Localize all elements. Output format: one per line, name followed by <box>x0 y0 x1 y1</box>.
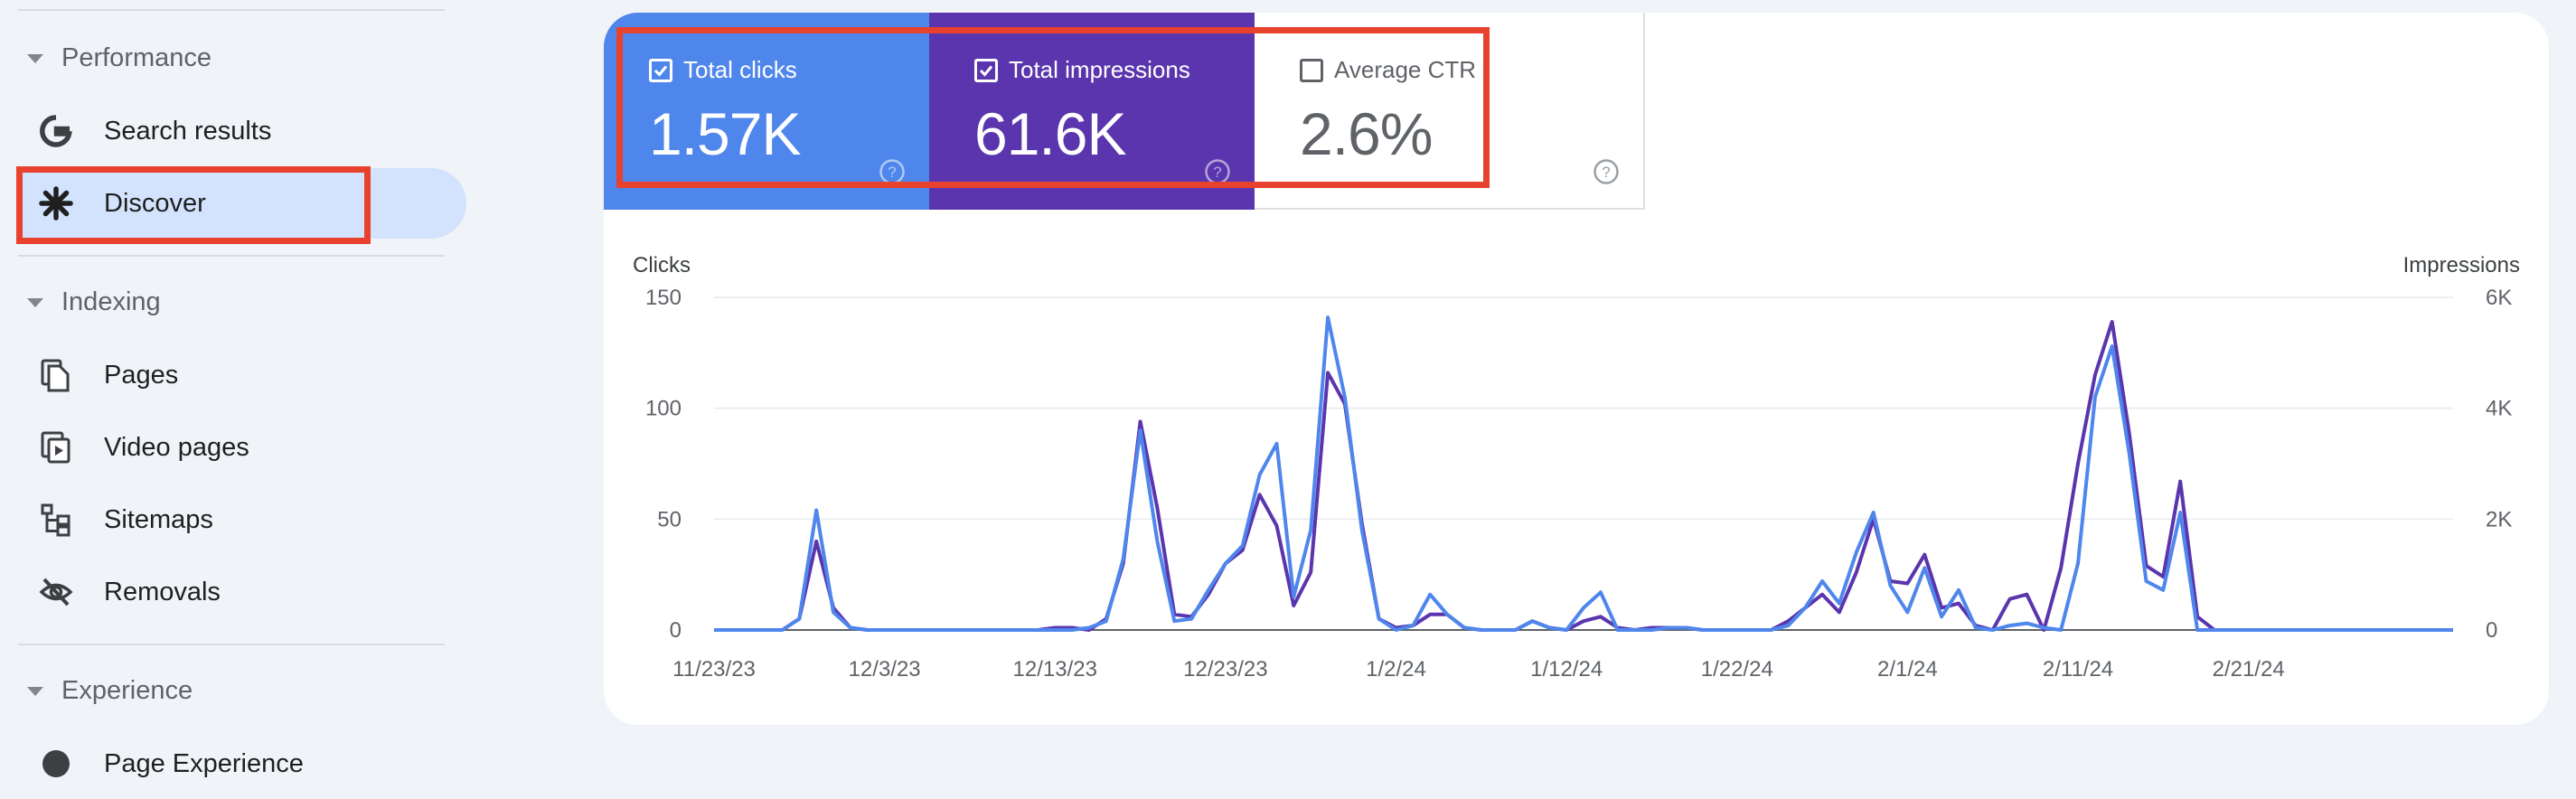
caret-down-icon <box>27 686 43 696</box>
y-tick-right: 4K <box>2486 397 2512 421</box>
sidebar-item-label: Discover <box>104 188 206 218</box>
sidebar-item-label: Pages <box>104 360 179 390</box>
caret-down-icon <box>27 297 43 307</box>
sidebar-item-search-results[interactable]: Search results <box>18 96 466 166</box>
sidebar-item-label: Removals <box>104 577 221 606</box>
sidebar-item-label: Sitemaps <box>104 504 213 534</box>
divider <box>18 9 445 11</box>
sidebar-item-label: Page Experience <box>104 748 304 778</box>
asterisk-icon <box>38 185 74 221</box>
x-tick: 12/23/23 <box>1183 657 1267 682</box>
metric-header: Total impressions <box>974 56 1190 84</box>
sidebar-item-label: Video pages <box>104 432 249 462</box>
performance-card: Total clicks 1.57K ? Total impressions 6… <box>604 13 2549 725</box>
metric-value: 1.57K <box>649 100 801 167</box>
x-tick: 12/3/23 <box>849 657 921 682</box>
sidebar-item-pages[interactable]: Pages <box>18 340 466 410</box>
svg-text:?: ? <box>1602 164 1610 181</box>
section-experience[interactable]: Experience <box>27 676 193 706</box>
metric-label: Total clicks <box>683 56 797 83</box>
y-tick-left: 0 <box>670 618 682 643</box>
sidebar-item-discover[interactable]: Discover <box>18 168 466 239</box>
metric-label: Average CTR <box>1334 56 1477 83</box>
svg-text:?: ? <box>888 164 896 181</box>
caret-down-icon <box>27 53 43 63</box>
eye-off-icon <box>38 574 74 610</box>
section-performance-label: Performance <box>61 43 212 72</box>
x-tick: 1/2/24 <box>1366 657 1426 682</box>
x-tick: 12/13/23 <box>1013 657 1097 682</box>
sidebar-item-video-pages[interactable]: Video pages <box>18 412 466 483</box>
tile-border <box>1255 208 1643 210</box>
metric-header: Total clicks <box>649 56 797 84</box>
metric-tile-total-impressions[interactable]: Total impressions 61.6K ? <box>929 13 1255 210</box>
y-tick-left: 100 <box>645 397 682 421</box>
checkbox-checked-icon[interactable] <box>974 58 998 82</box>
google-g-icon <box>38 113 74 149</box>
sitemap-icon <box>38 502 74 538</box>
section-experience-label: Experience <box>61 676 193 705</box>
section-indexing[interactable]: Indexing <box>27 287 161 317</box>
metric-header: Average CTR <box>1300 56 1476 84</box>
y-tick-right: 2K <box>2486 507 2512 531</box>
divider <box>18 255 445 257</box>
svg-text:?: ? <box>1213 164 1221 181</box>
metric-value: 61.6K <box>974 100 1126 167</box>
tile-border <box>1643 13 1645 210</box>
metric-tile-average-ctr[interactable]: Average CTR 2.6% ? <box>1255 13 1643 210</box>
series-line-clicks <box>714 315 2453 632</box>
x-tick: 1/12/24 <box>1530 657 1603 682</box>
performance-chart: 150 6K 100 4K 50 2K 0 0 11/23/23 12/3/23 12/13/23 1… <box>645 286 2512 682</box>
sidebar-item-sitemaps[interactable]: Sitemaps <box>18 484 466 555</box>
info-icon <box>38 746 74 782</box>
metric-label: Total impressions <box>1009 56 1190 83</box>
metric-value: 2.6% <box>1300 100 1433 167</box>
x-tick: 11/23/23 <box>672 657 756 682</box>
checkbox-checked-icon[interactable] <box>649 58 672 82</box>
x-tick: 2/1/24 <box>1877 657 1938 682</box>
y-tick-left: 150 <box>645 286 682 310</box>
video-pages-icon <box>38 429 74 465</box>
help-icon[interactable]: ? <box>1593 158 1620 185</box>
right-axis-title: Impressions <box>2402 253 2520 277</box>
checkbox-unchecked-icon[interactable] <box>1300 58 1323 82</box>
section-indexing-label: Indexing <box>61 287 161 316</box>
sidebar-item-page-experience[interactable]: Page Experience <box>18 728 466 799</box>
x-tick: 1/22/24 <box>1701 657 1773 682</box>
y-tick-right: 6K <box>2486 286 2512 310</box>
left-axis-title: Clicks <box>633 253 691 277</box>
y-tick-left: 50 <box>657 507 682 531</box>
sidebar-item-label: Search results <box>104 116 272 146</box>
sidebar-nav: Performance Search results Discover Inde… <box>0 0 488 778</box>
section-performance[interactable]: Performance <box>27 43 212 73</box>
x-tick: 2/11/24 <box>2043 657 2113 682</box>
divider <box>18 644 445 645</box>
y-tick-right: 0 <box>2486 618 2497 643</box>
sidebar-item-removals[interactable]: Removals <box>18 557 466 627</box>
metric-tile-total-clicks[interactable]: Total clicks 1.57K ? <box>604 13 929 210</box>
x-tick: 2/21/24 <box>2213 657 2285 682</box>
pages-icon <box>38 357 74 393</box>
